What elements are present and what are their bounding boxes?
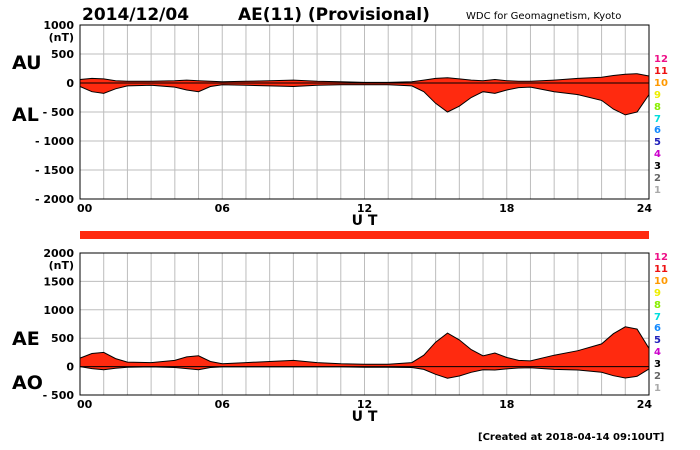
y-tick-label: - 500 xyxy=(43,389,75,402)
station-count-10: 10 xyxy=(654,77,668,89)
station-count-12: 12 xyxy=(654,54,668,65)
station-count-7: 7 xyxy=(654,311,661,323)
y-tick-label: 500 xyxy=(51,332,74,345)
y-tick-label: 1000 xyxy=(43,304,74,317)
station-count-6: 6 xyxy=(654,125,661,137)
station-count-11: 11 xyxy=(654,65,668,77)
station-count-8: 8 xyxy=(654,101,661,113)
series-line-ae xyxy=(79,326,650,365)
station-count-12: 12 xyxy=(654,252,668,263)
x-tick-label: 00 xyxy=(77,202,93,215)
plot-frame xyxy=(79,24,650,200)
station-count-8: 8 xyxy=(654,299,661,311)
y-tick-label: 1500 xyxy=(43,275,74,288)
y-tick-label: 1000 xyxy=(43,19,74,32)
y-tick-label: - 2000 xyxy=(35,193,74,206)
x-tick-label: 00 xyxy=(77,398,93,411)
y-tick-label: 500 xyxy=(51,48,74,61)
station-count-6: 6 xyxy=(654,323,661,335)
upper-series-label-top: AU xyxy=(12,52,42,74)
date-title: 2014/12/04 xyxy=(82,5,190,25)
y-tick-label: 2000 xyxy=(43,247,74,260)
credit-label: WDC for Geomagnetism, Kyoto xyxy=(466,11,622,22)
station-count-2: 2 xyxy=(654,173,661,185)
series-line-al xyxy=(79,84,650,116)
station-stack-bottom: 12 11 10 9 8 7 6 5 4 3 2 1 xyxy=(654,252,670,395)
band-area-ae-ao xyxy=(80,326,649,379)
y-tick-label: - 1500 xyxy=(35,164,74,177)
index-title: AE(11) (Provisional) xyxy=(238,5,430,25)
y-unit-label: (nT) xyxy=(49,31,74,44)
station-count-5: 5 xyxy=(654,137,661,149)
y-tick-label: - 500 xyxy=(43,106,75,119)
created-timestamp: [Created at 2018-04-14 09:10UT] xyxy=(478,432,665,443)
station-count-2: 2 xyxy=(654,371,661,383)
station-count-1: 1 xyxy=(654,184,661,196)
station-stack-top: 12 11 10 9 8 7 6 5 4 3 2 1 xyxy=(654,54,670,197)
x-tick-label: 12 xyxy=(357,398,372,411)
lower-series-label-top: AL xyxy=(12,104,39,126)
series-line-au xyxy=(79,73,650,83)
x-tick-label: 12 xyxy=(357,202,372,215)
y-tick-label: - 1000 xyxy=(35,135,74,148)
band-area-au-al xyxy=(80,73,649,115)
station-count-1: 1 xyxy=(654,382,661,394)
y-tick-label: 0 xyxy=(66,361,74,374)
station-count-10: 10 xyxy=(654,275,668,287)
x-tick-label: 18 xyxy=(499,202,514,215)
station-count-9: 9 xyxy=(654,287,661,299)
x-tick-label: 18 xyxy=(499,398,514,411)
x-tick-label: 06 xyxy=(215,202,231,215)
lower-series-label-bottom: AO xyxy=(12,372,43,394)
series-line-ao xyxy=(79,366,650,379)
station-count-9: 9 xyxy=(654,89,661,101)
station-count-5: 5 xyxy=(654,335,661,347)
x-tick-label: 24 xyxy=(637,398,653,411)
x-axis-label: U T xyxy=(352,409,378,425)
station-count-4: 4 xyxy=(654,347,661,359)
y-unit-label: (nT) xyxy=(49,259,74,272)
station-count-3: 3 xyxy=(654,359,661,371)
station-count-7: 7 xyxy=(654,113,661,125)
station-count-3: 3 xyxy=(654,161,661,173)
y-tick-label: 0 xyxy=(66,77,74,90)
separator-bar xyxy=(80,231,649,239)
x-axis-label: U T xyxy=(352,213,378,229)
x-tick-label: 24 xyxy=(637,202,653,215)
x-tick-label: 06 xyxy=(215,398,231,411)
upper-series-label-bottom: AE xyxy=(12,328,40,350)
plot-frame xyxy=(79,252,650,396)
station-count-4: 4 xyxy=(654,149,661,161)
station-count-11: 11 xyxy=(654,263,668,275)
